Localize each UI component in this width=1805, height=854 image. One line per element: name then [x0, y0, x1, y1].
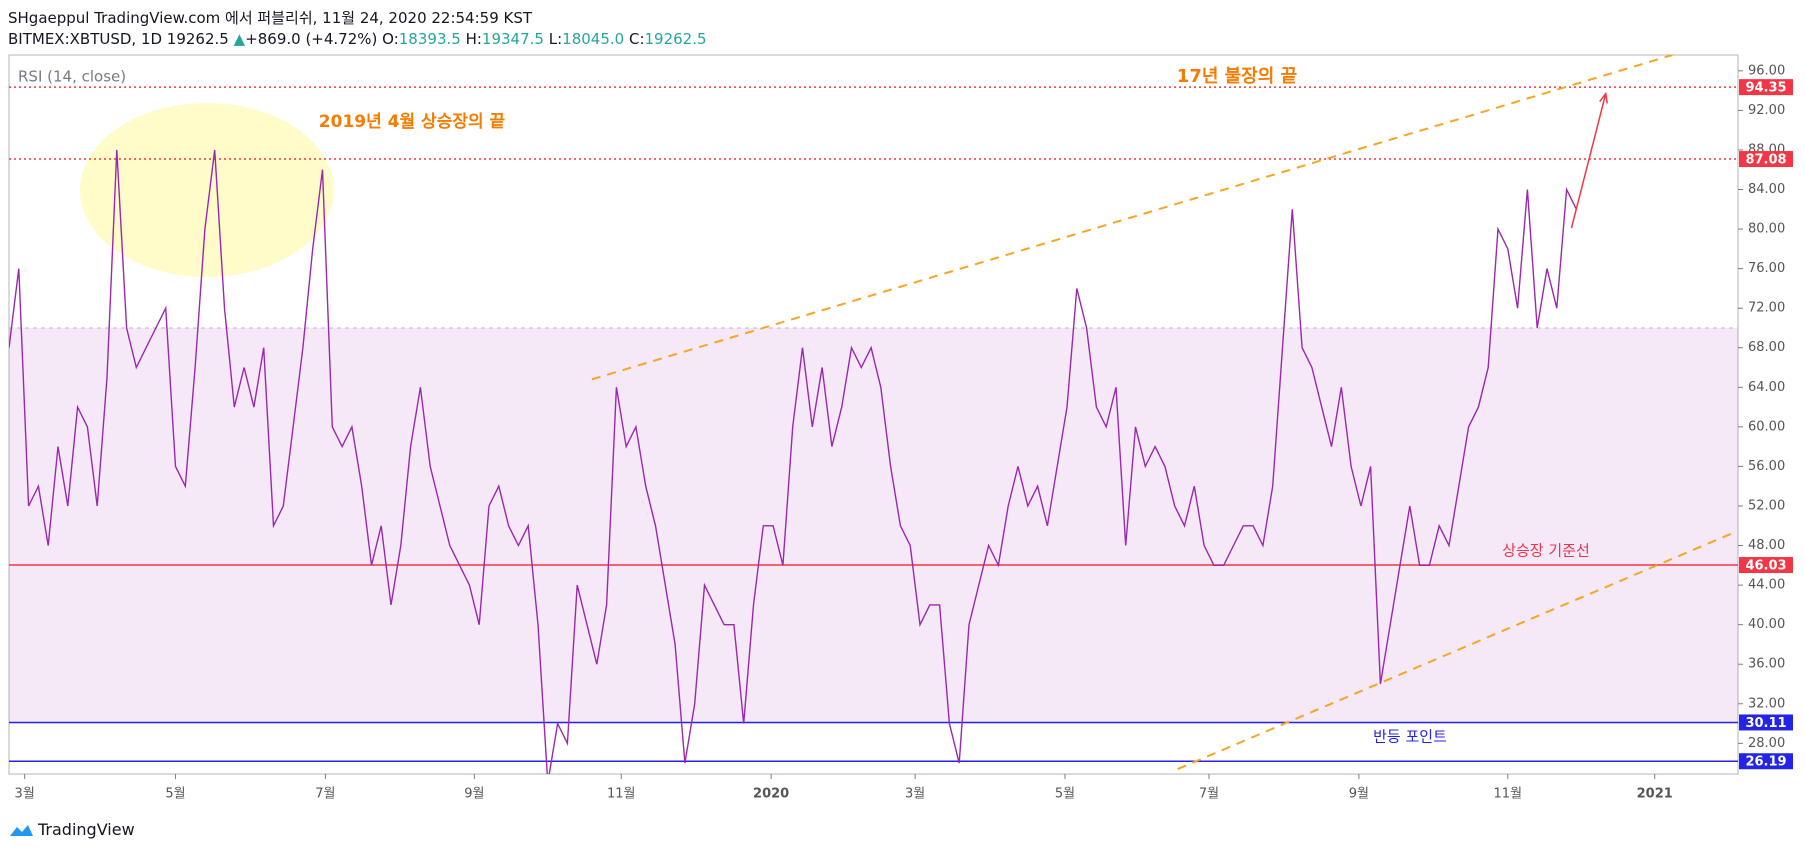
low: 18045.0 [562, 30, 625, 48]
y-tick-label: 84.00 [1748, 182, 1785, 197]
open: 18393.5 [398, 30, 461, 48]
rsi-band [9, 327, 1738, 724]
y-tick-label: 36.00 [1748, 657, 1785, 672]
high: 19347.5 [481, 30, 544, 48]
annotation: 반등 포인트 [1373, 728, 1447, 746]
logo: TradingView [8, 820, 135, 839]
level-label: 46.03 [1745, 559, 1786, 574]
y-tick-label: 92.00 [1748, 103, 1785, 118]
annotation: 2019년 4월 상승장의 끝 [319, 112, 506, 132]
y-tick-label: 52.00 [1748, 498, 1785, 513]
y-tick-label: 28.00 [1748, 736, 1785, 751]
x-tick-label: 7월 [315, 787, 335, 802]
trendline [591, 55, 1673, 381]
publish-line: SHgaeppul TradingView.com 에서 퍼블리쉬, 11월 2… [8, 7, 532, 28]
level-label: 87.08 [1745, 153, 1786, 168]
y-tick-label: 64.00 [1748, 380, 1785, 395]
arrow-head [1599, 91, 1608, 104]
level-tag [1739, 557, 1793, 574]
x-tick-label: 3월 [905, 787, 925, 802]
rsi-line [9, 149, 1578, 774]
open-label: O: [382, 30, 399, 48]
annotation: 17년 불장의 끝 [1177, 66, 1297, 87]
x-tick-label: 11월 [1494, 787, 1523, 802]
x-tick-label: 7월 [1199, 787, 1219, 802]
arrow [1570, 93, 1607, 229]
level-tag [1739, 151, 1793, 168]
y-tick-label: 56.00 [1748, 459, 1785, 474]
y-tick-label: 68.00 [1748, 340, 1785, 355]
logo-text: TradingView [38, 820, 135, 839]
highlight-ellipse [80, 103, 334, 277]
publish-info: SHgaeppul TradingView.com 에서 퍼블리쉬, 11월 2… [8, 9, 533, 27]
y-tick-label: 72.00 [1748, 301, 1785, 316]
y-tick-label: 60.00 [1748, 419, 1785, 434]
level-tag [1739, 79, 1793, 96]
plot-layer [9, 55, 1738, 774]
change: +869.0 (+4.72%) [245, 30, 378, 48]
level-tag [1739, 714, 1793, 731]
chart: RSI (14, close) 17년 불장의 끝 2019년 4월 상승장의 … [8, 54, 1793, 802]
x-tick-label: 9월 [1349, 787, 1369, 802]
y-tick-label: 44.00 [1748, 578, 1785, 593]
close: 19262.5 [644, 30, 707, 48]
change-arrow: ▲ [233, 30, 246, 48]
level-label: 26.19 [1745, 755, 1786, 770]
level-label: 30.11 [1745, 716, 1786, 731]
level-label: 94.35 [1745, 81, 1786, 96]
symbol-line: BITMEX:XBTUSD, 1D 19262.5 ▲+869.0 (+4.72… [8, 30, 707, 48]
y-tick-label: 80.00 [1748, 222, 1785, 237]
logo-icon [10, 824, 33, 836]
annotation: 상승장 기준선 [1502, 542, 1590, 560]
y-tick-label: 48.00 [1748, 538, 1785, 553]
x-tick-label: 9월 [464, 787, 484, 802]
x-tick-label: 2020 [753, 787, 789, 802]
indicator-label: RSI (14, close) [18, 68, 126, 86]
trendline [1177, 530, 1737, 770]
level-tag [1739, 753, 1793, 770]
x-tick-label: 2021 [1637, 787, 1673, 802]
low-label: L: [548, 30, 563, 48]
close-label: C: [628, 30, 645, 48]
x-tick-label: 5월 [1055, 787, 1075, 802]
x-tick-label: 3월 [15, 787, 35, 802]
plot-frame [8, 54, 1739, 775]
symbol: BITMEX:XBTUSD, 1D 19262.5 [8, 30, 229, 48]
x-tick-label: 11월 [607, 787, 636, 802]
y-tick-label: 32.00 [1748, 696, 1785, 711]
y-tick-label: 40.00 [1748, 617, 1785, 632]
x-tick-label: 5월 [165, 787, 185, 802]
y-tick-label: 76.00 [1748, 261, 1785, 276]
y-tick-label: 96.00 [1748, 63, 1785, 78]
high-label: H: [465, 30, 482, 48]
